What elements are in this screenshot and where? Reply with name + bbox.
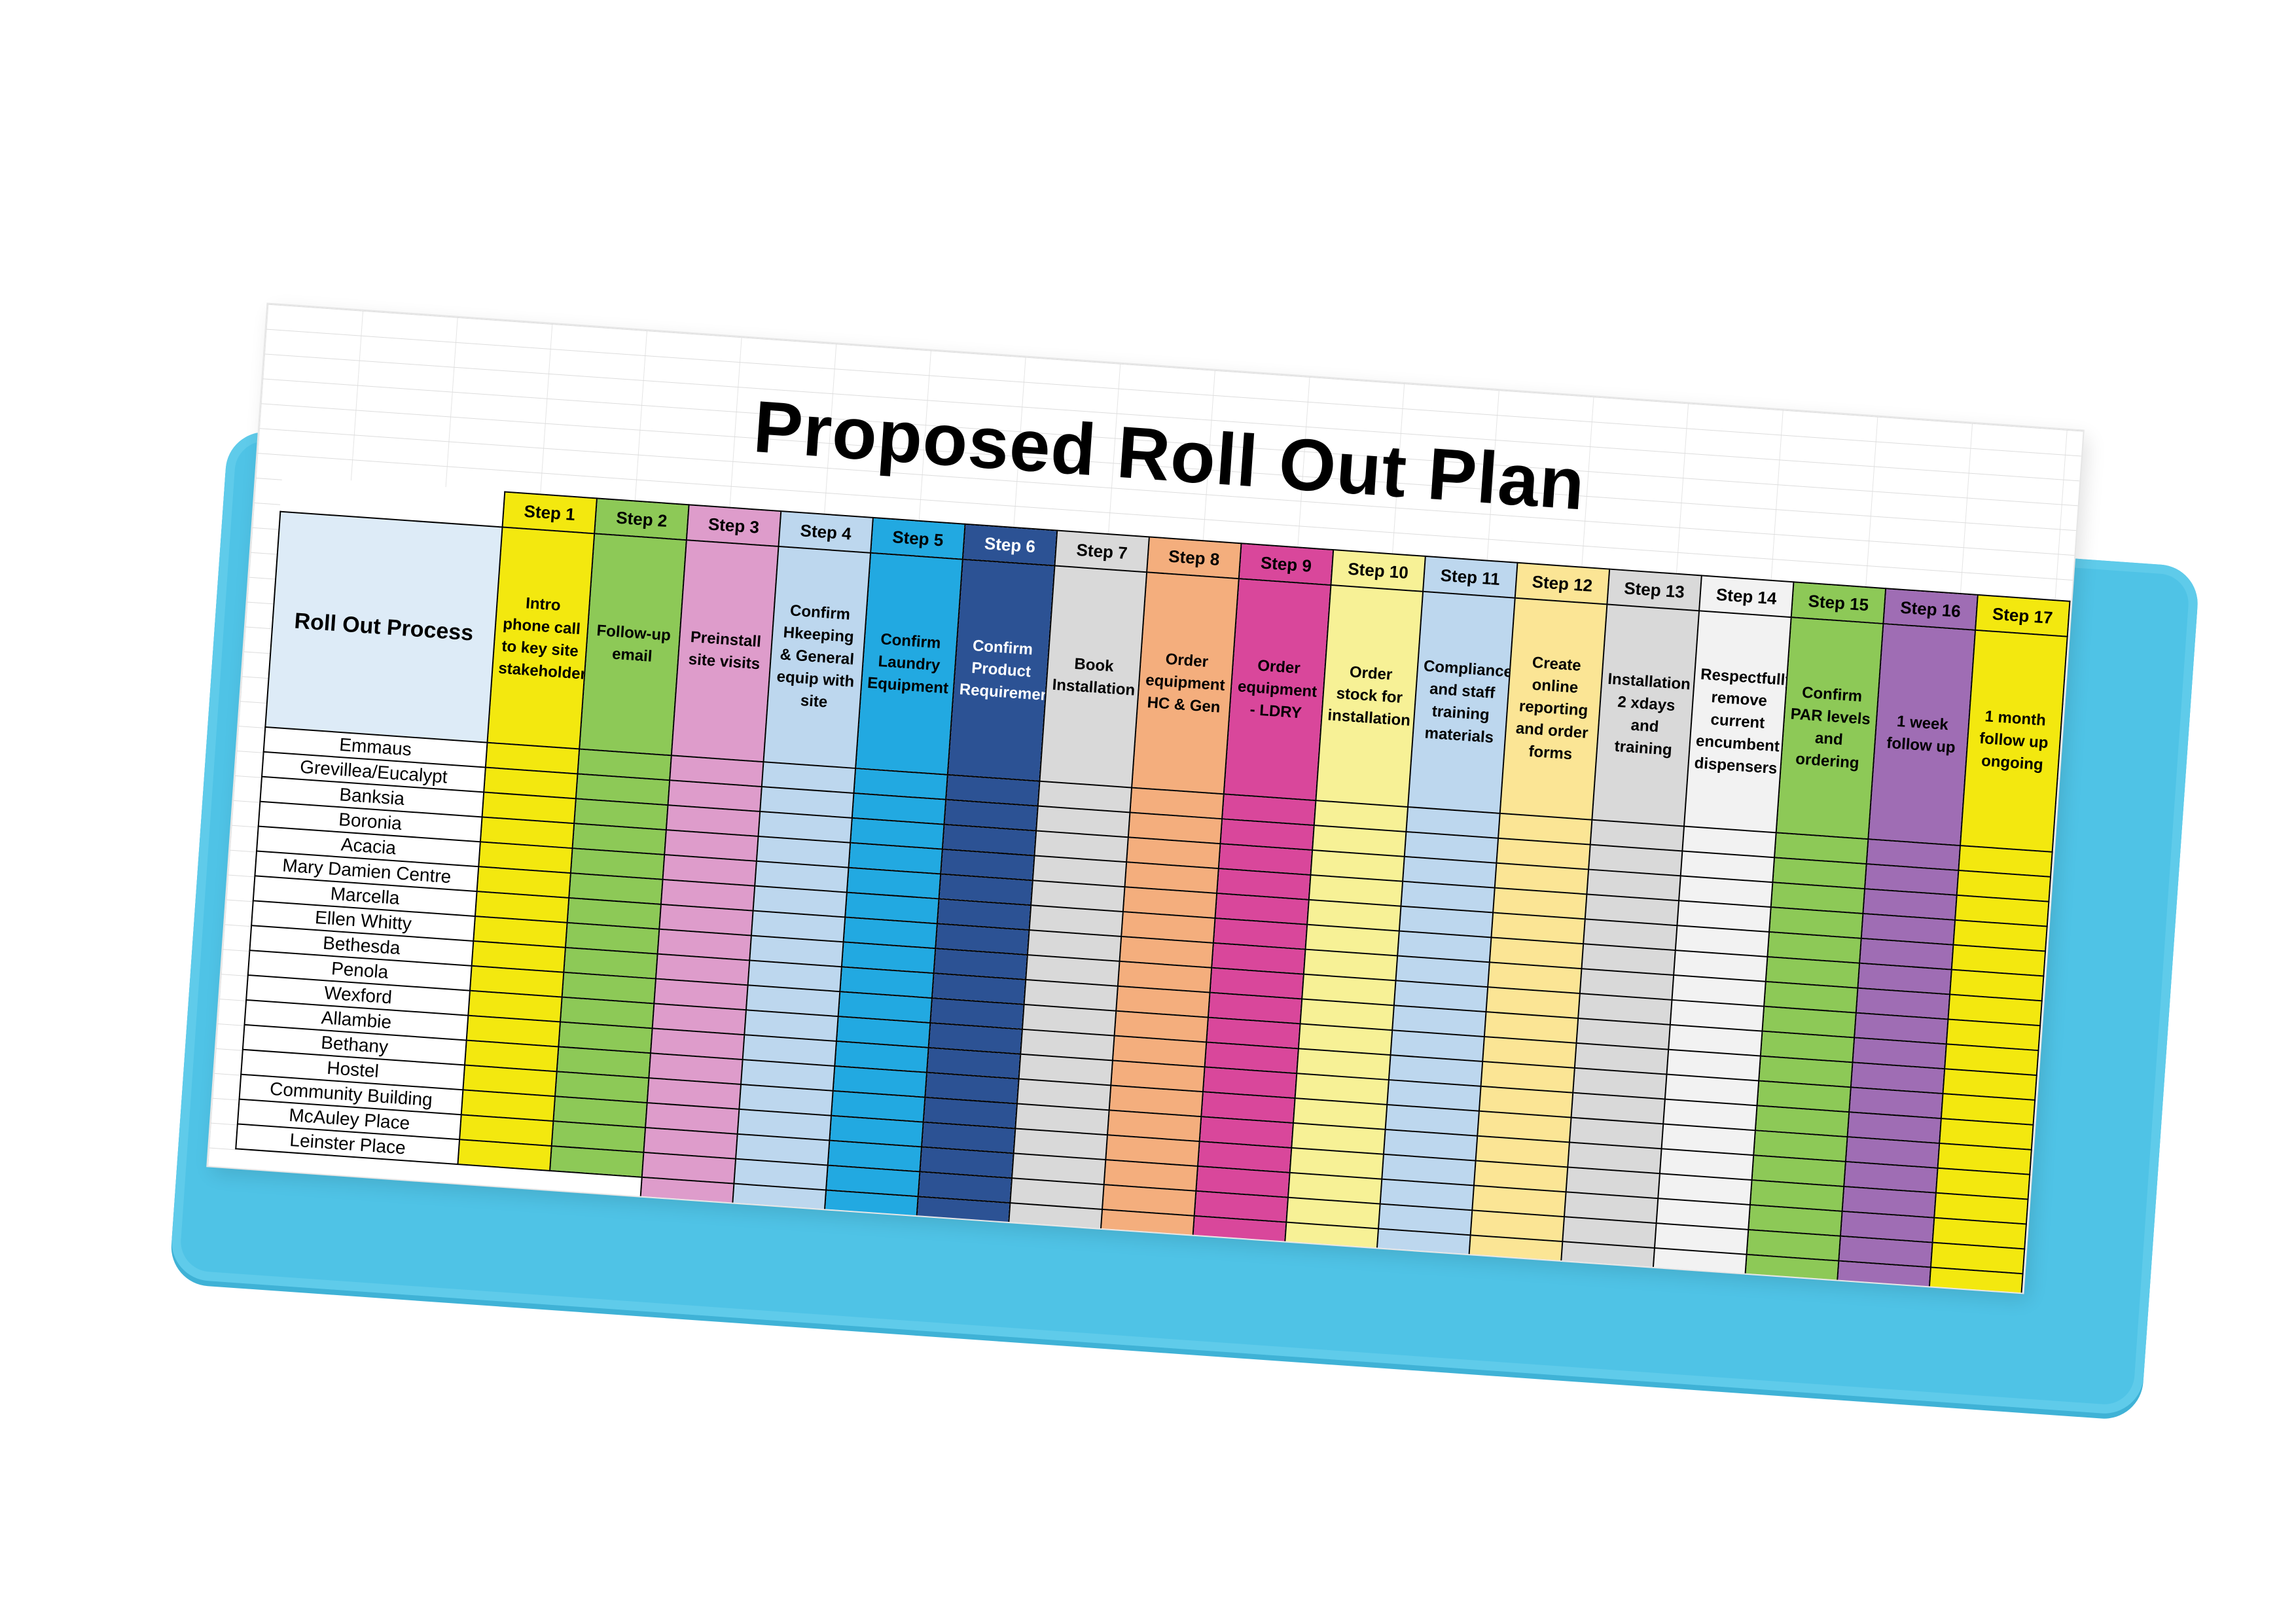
step-header-1[interactable]: Step 1 <box>502 491 597 534</box>
step-header-7[interactable]: Step 7 <box>1054 530 1149 573</box>
step-description-2[interactable]: Follow-up email <box>579 533 687 756</box>
step-description-6[interactable]: Confirm Product Requirements <box>947 559 1055 781</box>
step-description-4[interactable]: Confirm Hkeeping & General equip with si… <box>763 546 871 768</box>
step-header-12[interactable]: Step 12 <box>1515 562 1610 605</box>
step-header-10[interactable]: Step 10 <box>1331 550 1426 592</box>
roll-out-plan-table: Step 1 Step 2 Step 3 Step 4 Step 5 Step 6 Step… <box>228 475 2071 1293</box>
step-description-15[interactable]: Confirm PAR levels and ordering <box>1776 617 1884 840</box>
step-description-13[interactable]: Installation 2 xdays and training <box>1592 604 1700 827</box>
step-description-12[interactable]: Create online reporting and order forms <box>1499 597 1607 820</box>
spreadsheet-page: Proposed Roll Out Plan Step 1 Step 2 Step … <box>207 304 2083 1293</box>
step-description-3[interactable]: Preinstall site visits <box>671 540 779 762</box>
step-header-15[interactable]: Step 15 <box>1791 582 1886 624</box>
step-description-1[interactable]: Intro phone call to key site stakeholder… <box>487 527 595 749</box>
step-header-6[interactable]: Step 6 <box>962 524 1058 566</box>
step-description-9[interactable]: Order equipment - LDRY <box>1223 579 1331 801</box>
step-header-16[interactable]: Step 16 <box>1883 588 1978 630</box>
step-header-3[interactable]: Step 3 <box>686 505 781 546</box>
step-header-17[interactable]: Step 17 <box>1975 594 2070 637</box>
step-header-5[interactable]: Step 5 <box>870 517 965 560</box>
step-header-14[interactable]: Step 14 <box>1699 575 1794 618</box>
step-description-5[interactable]: Confirm Laundry Equipment <box>855 552 963 775</box>
step-header-13[interactable]: Step 13 <box>1607 569 1702 611</box>
step-description-10[interactable]: Order stock for installation <box>1316 584 1424 808</box>
step-description-8[interactable]: Order equipment HC & Gen <box>1132 572 1239 794</box>
step-header-4[interactable]: Step 4 <box>778 511 873 553</box>
step-description-7[interactable]: Book Installation <box>1039 565 1147 788</box>
step-description-17[interactable]: 1 month follow up ongoing <box>1960 630 2068 852</box>
roll-out-process-label: Roll Out Process <box>265 511 503 743</box>
step-header-8[interactable]: Step 8 <box>1147 537 1242 579</box>
step-description-16[interactable]: 1 week follow up <box>1868 623 1976 846</box>
step-description-14[interactable]: Respectfully remove current encumbent di… <box>1684 611 1791 833</box>
step-header-9[interactable]: Step 9 <box>1238 543 1334 585</box>
step-header-11[interactable]: Step 11 <box>1423 556 1518 598</box>
step-header-2[interactable]: Step 2 <box>594 498 689 541</box>
step-description-11[interactable]: Compliance and staff training materials <box>1408 591 1515 813</box>
